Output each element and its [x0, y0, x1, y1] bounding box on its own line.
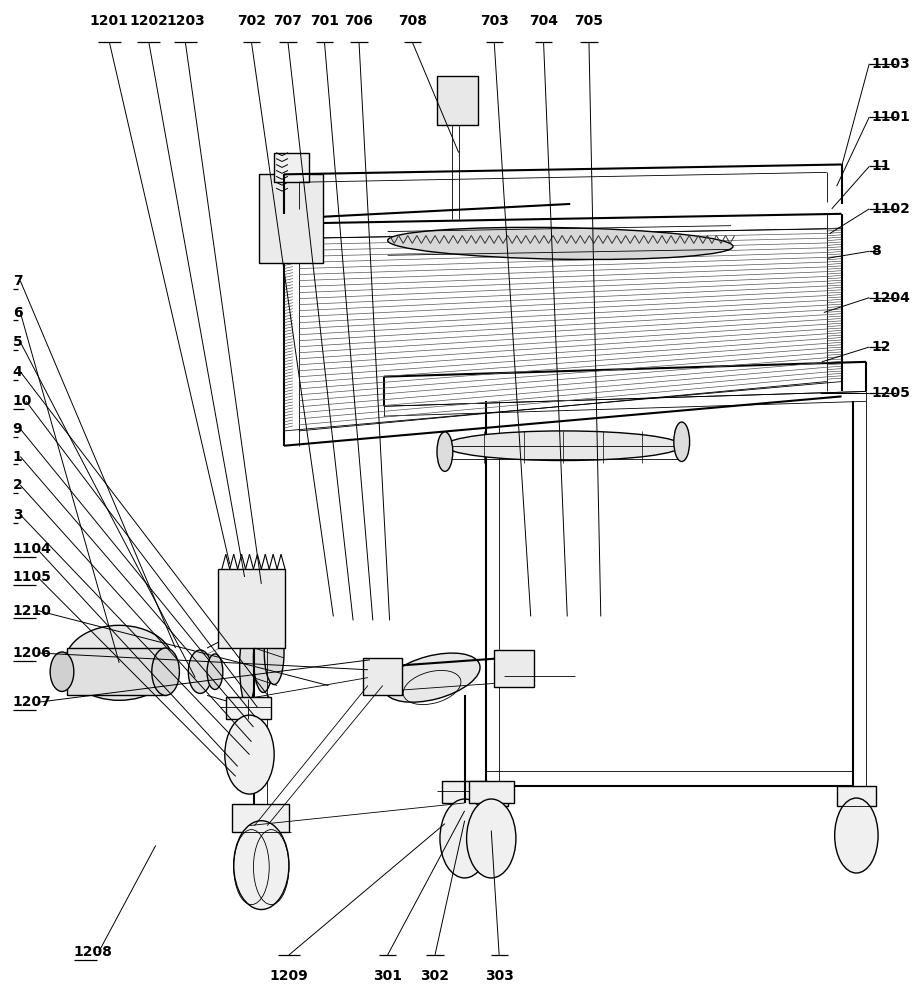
Bar [363, 658, 403, 695]
Text: 302: 302 [421, 969, 449, 983]
Ellipse shape [188, 650, 212, 693]
Text: 10: 10 [13, 394, 32, 408]
Text: 303: 303 [484, 969, 514, 983]
Text: 706: 706 [345, 14, 373, 28]
Text: 7: 7 [13, 274, 22, 288]
Ellipse shape [388, 227, 733, 259]
Text: 708: 708 [398, 14, 426, 28]
Text: 301: 301 [373, 969, 403, 983]
Text: 1210: 1210 [13, 604, 51, 618]
Ellipse shape [240, 626, 255, 705]
Text: 2: 2 [13, 478, 22, 492]
Bar [259, 174, 323, 263]
Text: 1204: 1204 [871, 291, 910, 305]
Text: 704: 704 [529, 14, 558, 28]
Text: 3: 3 [13, 508, 22, 522]
Text: 4: 4 [13, 365, 22, 379]
Text: 1203: 1203 [166, 14, 205, 28]
Ellipse shape [674, 422, 689, 462]
Bar [218, 569, 285, 648]
Bar [437, 76, 479, 125]
Bar [67, 648, 165, 695]
Text: 1208: 1208 [74, 945, 113, 959]
Bar [274, 153, 309, 182]
Bar [836, 786, 876, 806]
Text: 11: 11 [871, 159, 891, 173]
Text: 1201: 1201 [90, 14, 129, 28]
Text: 707: 707 [274, 14, 302, 28]
Text: 1202: 1202 [130, 14, 168, 28]
Bar [469, 781, 514, 803]
Text: 1206: 1206 [13, 646, 51, 660]
Ellipse shape [254, 623, 273, 692]
Text: 1103: 1103 [871, 57, 910, 71]
Bar [442, 781, 487, 803]
Text: 6: 6 [13, 306, 22, 320]
Ellipse shape [445, 431, 682, 461]
Text: 701: 701 [310, 14, 339, 28]
Text: 1101: 1101 [871, 110, 910, 124]
Text: 1: 1 [13, 450, 22, 464]
Text: 1104: 1104 [13, 542, 51, 556]
Ellipse shape [265, 621, 284, 685]
Text: 5: 5 [13, 335, 22, 349]
Ellipse shape [225, 715, 274, 794]
Bar [494, 650, 534, 687]
Ellipse shape [834, 798, 878, 873]
Text: 1102: 1102 [871, 202, 910, 216]
Text: 1205: 1205 [871, 386, 910, 400]
Ellipse shape [233, 821, 289, 910]
Ellipse shape [437, 432, 453, 471]
Ellipse shape [152, 648, 179, 695]
Text: 702: 702 [237, 14, 266, 28]
Text: 12: 12 [871, 340, 891, 354]
Text: 8: 8 [871, 244, 881, 258]
Text: 1105: 1105 [13, 570, 51, 584]
Text: 703: 703 [480, 14, 508, 28]
Text: 1207: 1207 [13, 695, 51, 709]
Ellipse shape [467, 798, 510, 873]
Text: 705: 705 [574, 14, 604, 28]
Ellipse shape [207, 654, 222, 689]
Ellipse shape [65, 625, 174, 700]
Bar [232, 804, 289, 832]
Text: 9: 9 [13, 422, 22, 436]
Bar [226, 697, 271, 719]
Ellipse shape [467, 799, 516, 878]
Ellipse shape [51, 652, 74, 691]
Bar [469, 786, 508, 806]
Text: 1209: 1209 [269, 969, 309, 983]
Ellipse shape [384, 653, 480, 702]
Ellipse shape [440, 799, 489, 878]
